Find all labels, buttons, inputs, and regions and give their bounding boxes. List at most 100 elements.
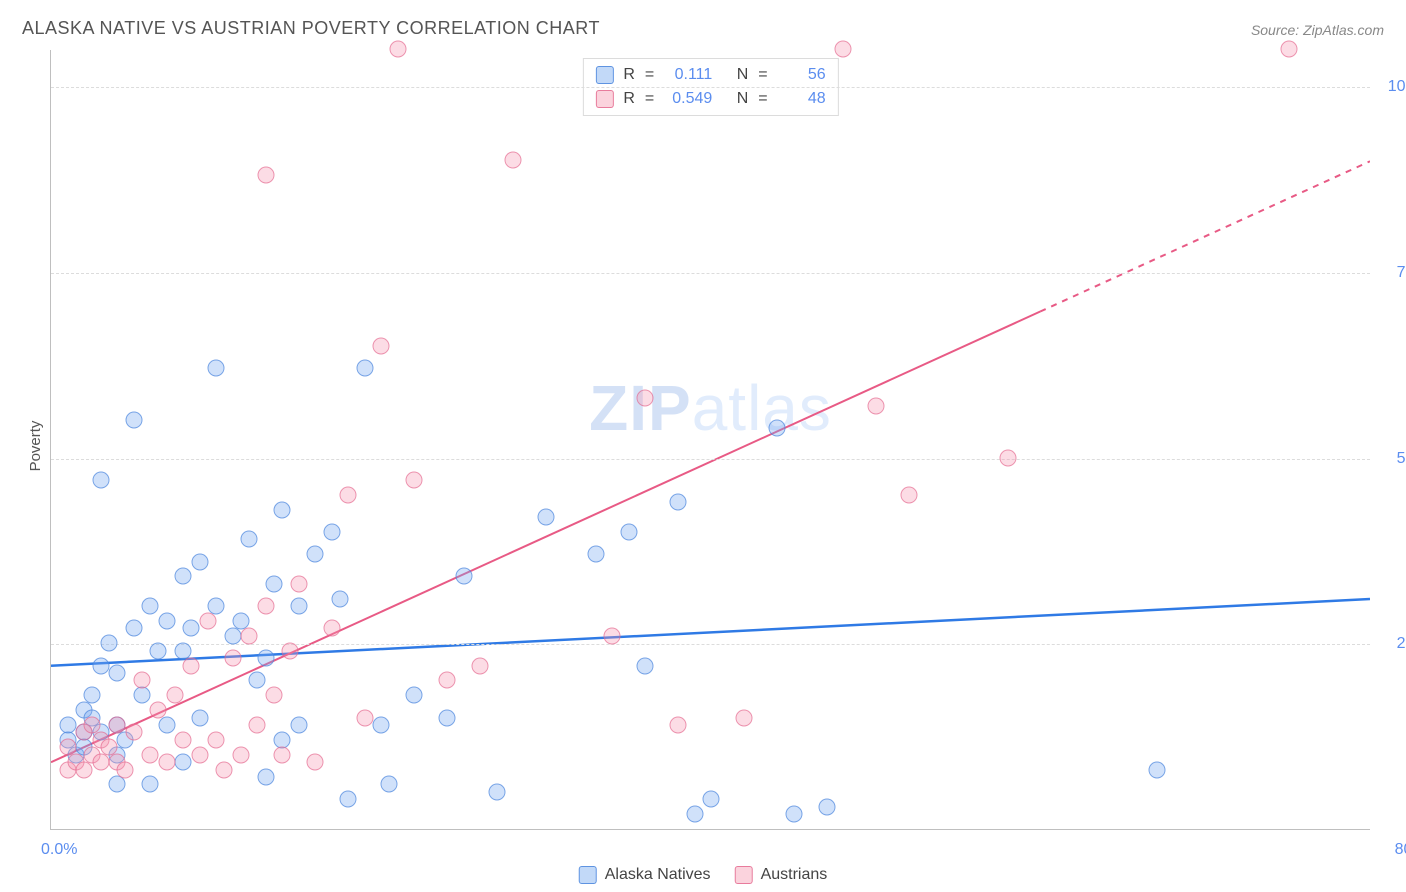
scatter-point-pink — [356, 709, 373, 726]
scatter-point-pink — [117, 761, 134, 778]
y-tick-label: 25.0% — [1378, 635, 1406, 653]
scatter-point-pink — [208, 731, 225, 748]
scatter-point-pink — [92, 754, 109, 771]
scatter-point-blue — [175, 754, 192, 771]
legend-label: Alaska Natives — [605, 866, 711, 884]
scatter-point-blue — [455, 568, 472, 585]
scatter-point-blue — [241, 531, 258, 548]
scatter-point-blue — [191, 553, 208, 570]
gridline — [51, 87, 1370, 88]
scatter-point-pink — [1000, 449, 1017, 466]
scatter-point-blue — [290, 598, 307, 615]
gridline — [51, 459, 1370, 460]
y-tick-label: 50.0% — [1378, 450, 1406, 468]
scatter-point-pink — [232, 746, 249, 763]
scatter-point-pink — [389, 41, 406, 58]
x-tick-label: 0.0% — [41, 841, 77, 859]
source-attribution: Source: ZipAtlas.com — [1251, 22, 1384, 38]
legend-item-pink: Austrians — [735, 866, 828, 884]
scatter-point-blue — [84, 687, 101, 704]
scatter-point-blue — [1148, 761, 1165, 778]
scatter-point-blue — [109, 776, 126, 793]
scatter-point-pink — [133, 672, 150, 689]
scatter-point-pink — [868, 397, 885, 414]
scatter-point-blue — [406, 687, 423, 704]
trend-lines-layer — [51, 50, 1370, 829]
stats-row-pink: R = 0.549 N = 48 — [595, 87, 825, 111]
scatter-point-blue — [142, 776, 159, 793]
scatter-point-blue — [125, 620, 142, 637]
scatter-point-pink — [274, 746, 291, 763]
scatter-point-blue — [142, 598, 159, 615]
scatter-point-blue — [133, 687, 150, 704]
scatter-point-blue — [307, 546, 324, 563]
scatter-point-blue — [92, 471, 109, 488]
scatter-point-blue — [637, 657, 654, 674]
watermark: ZIPatlas — [589, 371, 832, 445]
scatter-point-pink — [158, 754, 175, 771]
scatter-point-blue — [257, 769, 274, 786]
scatter-point-blue — [257, 650, 274, 667]
scatter-point-pink — [150, 702, 167, 719]
scatter-point-blue — [769, 419, 786, 436]
scatter-point-pink — [241, 627, 258, 644]
scatter-point-blue — [818, 798, 835, 815]
scatter-point-pink — [835, 41, 852, 58]
series-legend: Alaska Natives Austrians — [579, 866, 828, 884]
scatter-point-blue — [538, 509, 555, 526]
scatter-point-blue — [356, 360, 373, 377]
scatter-point-blue — [249, 672, 266, 689]
scatter-point-pink — [505, 152, 522, 169]
scatter-point-pink — [216, 761, 233, 778]
scatter-point-blue — [381, 776, 398, 793]
scatter-point-pink — [183, 657, 200, 674]
y-tick-label: 75.0% — [1378, 264, 1406, 282]
y-axis-label-wrap: Poverty — [10, 0, 40, 892]
scatter-point-pink — [282, 642, 299, 659]
swatch-pink-icon — [735, 866, 753, 884]
scatter-point-pink — [76, 761, 93, 778]
scatter-point-blue — [125, 412, 142, 429]
gridline — [51, 644, 1370, 645]
scatter-point-blue — [670, 494, 687, 511]
scatter-point-pink — [265, 687, 282, 704]
scatter-point-blue — [274, 501, 291, 518]
scatter-point-blue — [100, 635, 117, 652]
y-axis-label: Poverty — [27, 421, 44, 472]
swatch-blue-icon — [595, 66, 613, 84]
scatter-point-blue — [373, 717, 390, 734]
x-tick-label: 80.0% — [1376, 841, 1406, 859]
scatter-point-blue — [183, 620, 200, 637]
scatter-point-pink — [373, 338, 390, 355]
swatch-blue-icon — [579, 866, 597, 884]
swatch-pink-icon — [595, 90, 613, 108]
scatter-point-pink — [175, 731, 192, 748]
trend-line — [51, 312, 1040, 763]
scatter-point-blue — [224, 627, 241, 644]
scatter-point-blue — [175, 568, 192, 585]
scatter-point-blue — [208, 360, 225, 377]
scatter-point-pink — [249, 717, 266, 734]
trend-line — [1040, 161, 1370, 311]
scatter-point-pink — [257, 598, 274, 615]
scatter-point-blue — [158, 717, 175, 734]
scatter-point-pink — [307, 754, 324, 771]
gridline — [51, 273, 1370, 274]
scatter-point-pink — [109, 717, 126, 734]
scatter-point-pink — [257, 167, 274, 184]
scatter-point-blue — [620, 523, 637, 540]
scatter-point-blue — [703, 791, 720, 808]
scatter-point-blue — [331, 590, 348, 607]
scatter-point-pink — [199, 613, 216, 630]
scatter-point-pink — [604, 627, 621, 644]
chart-title: ALASKA NATIVE VS AUSTRIAN POVERTY CORREL… — [22, 18, 600, 39]
scatter-point-blue — [488, 783, 505, 800]
y-tick-label: 100.0% — [1378, 78, 1406, 96]
scatter-point-blue — [439, 709, 456, 726]
scatter-point-pink — [901, 486, 918, 503]
scatter-point-pink — [290, 575, 307, 592]
scatter-point-blue — [686, 806, 703, 823]
scatter-point-blue — [340, 791, 357, 808]
scatter-point-blue — [587, 546, 604, 563]
scatter-point-pink — [1280, 41, 1297, 58]
